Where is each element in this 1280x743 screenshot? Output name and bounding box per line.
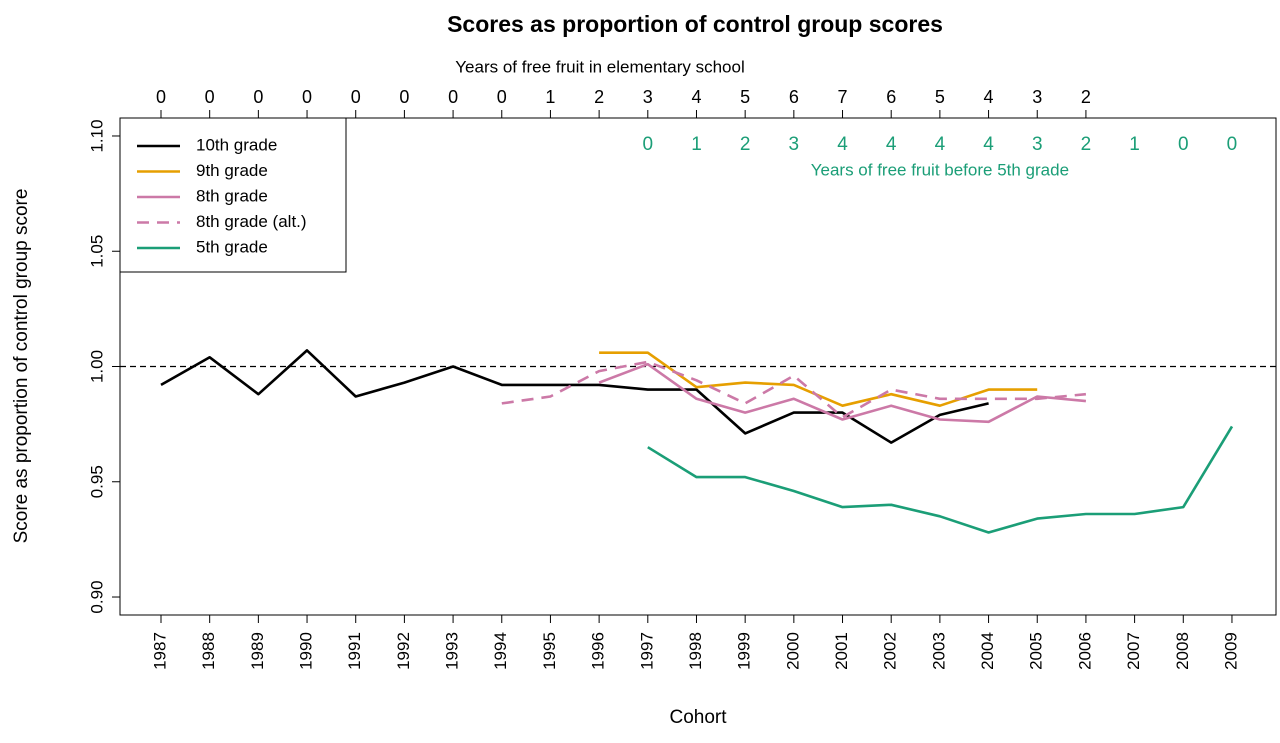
top-tick-label: 0	[351, 87, 361, 107]
legend-label: 10th grade	[196, 135, 277, 154]
y-tick-label: 1.00	[87, 350, 106, 383]
top-tick-label: 0	[497, 87, 507, 107]
x-tick-label: 1995	[540, 632, 559, 670]
legend-label: 8th grade (alt.)	[196, 212, 307, 231]
inner-tick-label: 3	[789, 134, 800, 155]
top-tick-label: 0	[156, 87, 166, 107]
x-tick-label: 1988	[199, 632, 218, 670]
x-tick-label: 2002	[881, 632, 900, 670]
top-tick-label: 5	[740, 87, 750, 107]
x-axis-title: Cohort	[669, 707, 727, 728]
top-tick-label: 3	[643, 87, 653, 107]
x-tick-label: 2001	[832, 632, 851, 670]
series-line	[501, 360, 1087, 419]
top-tick-label: 0	[253, 87, 263, 107]
inner-tick-label: 3	[1032, 134, 1043, 155]
legend-label: 8th grade	[196, 186, 268, 205]
series-line	[647, 425, 1234, 534]
top-tick-label: 7	[838, 87, 848, 107]
top-tick-label: 1	[545, 87, 555, 107]
series-line	[160, 349, 989, 444]
legend-box	[119, 117, 347, 273]
x-tick-label: 1994	[491, 632, 510, 670]
inner-tick-label: 2	[1081, 134, 1092, 155]
series-line	[598, 362, 1087, 424]
legend-label: 5th grade	[196, 237, 268, 256]
inner-tick-label: 1	[1129, 134, 1140, 155]
y-tick-label: 0.90	[87, 580, 106, 613]
x-tick-label: 1987	[150, 632, 169, 670]
x-tick-label: 1989	[248, 632, 267, 670]
x-tick-label: 1996	[589, 632, 608, 670]
x-tick-label: 2003	[929, 632, 948, 670]
top-tick-label: 3	[1032, 87, 1042, 107]
x-tick-label: 2008	[1173, 632, 1192, 670]
chart-title: Scores as proportion of control group sc…	[447, 11, 943, 37]
top-tick-label: 0	[302, 87, 312, 107]
inner-tick-label: 1	[691, 134, 702, 155]
x-tick-label: 2006	[1075, 632, 1094, 670]
inner-tick-label: 4	[935, 134, 946, 155]
inner-tick-label: 4	[983, 134, 994, 155]
top-axis-title: Years of free fruit in elementary school	[455, 57, 744, 76]
x-tick-label: 1999	[735, 632, 754, 670]
top-tick-label: 0	[205, 87, 215, 107]
x-tick-label: 2005	[1027, 632, 1046, 670]
inner-tick-label: 4	[886, 134, 897, 155]
inner-tick-label: 0	[1227, 134, 1238, 155]
x-tick-label: 2000	[783, 632, 802, 670]
top-tick-label: 6	[789, 87, 799, 107]
top-tick-label: 5	[935, 87, 945, 107]
top-tick-label: 4	[984, 87, 994, 107]
x-tick-label: 1997	[637, 632, 656, 670]
top-tick-label: 2	[594, 87, 604, 107]
x-tick-label: 1990	[297, 632, 316, 670]
top-tick-label: 6	[886, 87, 896, 107]
top-tick-label: 4	[691, 87, 701, 107]
y-tick-label: 0.95	[87, 465, 106, 498]
inner-tick-label: 2	[740, 134, 751, 155]
y-axis-title: Score as proportion of control group sco…	[11, 189, 32, 544]
y-tick-label: 1.05	[87, 235, 106, 268]
top-tick-label: 2	[1081, 87, 1091, 107]
x-tick-label: 2007	[1124, 632, 1143, 670]
top-tick-label: 0	[399, 87, 409, 107]
x-tick-label: 2004	[978, 632, 997, 670]
inner-tick-label: 4	[837, 134, 848, 155]
x-tick-label: 2009	[1221, 632, 1240, 670]
x-tick-label: 1992	[394, 632, 413, 670]
top-tick-label: 0	[448, 87, 458, 107]
x-tick-label: 1993	[443, 632, 462, 670]
x-tick-label: 1991	[345, 632, 364, 670]
x-tick-label: 1998	[686, 632, 705, 670]
inner-axis-title: Years of free fruit before 5th grade	[811, 160, 1069, 179]
inner-tick-label: 0	[643, 134, 654, 155]
legend-label: 9th grade	[196, 161, 268, 180]
y-tick-label: 1.10	[87, 119, 106, 152]
inner-tick-label: 0	[1178, 134, 1189, 155]
